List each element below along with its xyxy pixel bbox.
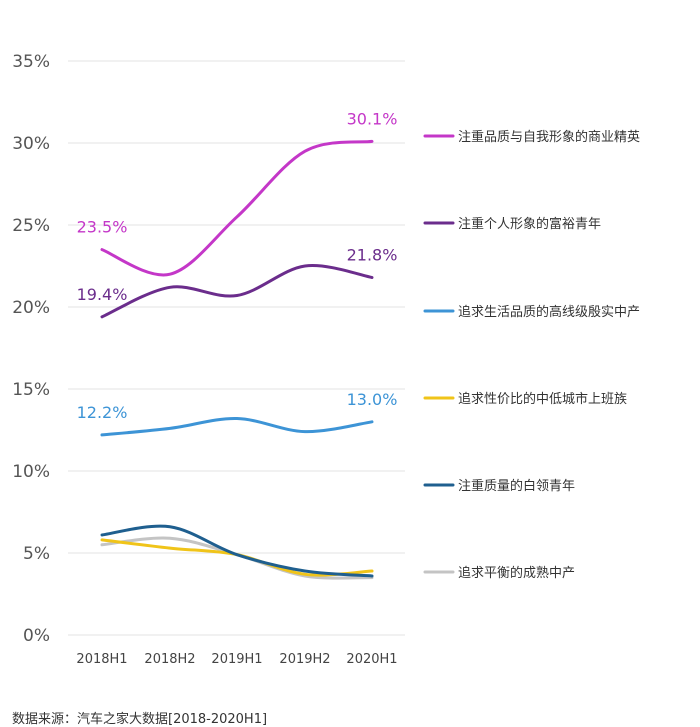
legend-label: 追求性价比的中低城市上班族 — [458, 391, 627, 407]
series-line — [100, 524, 374, 578]
x-tick-label: 2019H2 — [279, 652, 330, 667]
y-tick-label: 25% — [12, 216, 50, 236]
series-line — [100, 538, 374, 577]
y-tick-label: 35% — [12, 52, 50, 72]
x-tick-label: 2020H1 — [346, 652, 397, 667]
data-source-note: 数据来源：汽车之家大数据[2018-2020H1] — [12, 712, 268, 727]
data-label: 12.2% — [77, 403, 128, 422]
series-line — [100, 417, 374, 437]
series-line — [100, 264, 374, 319]
x-axis-ticks: 2018H1 2018H2 2019H1 2019H2 2020H1 — [76, 652, 397, 667]
x-tick-label: 2019H1 — [211, 652, 262, 667]
series-lines — [100, 139, 374, 580]
data-labels: 23.5% 30.1% 19.4% 21.8% 12.2% 13.0% — [77, 109, 398, 422]
grid-lines — [68, 60, 405, 636]
y-tick-label: 20% — [12, 298, 50, 318]
series-line — [100, 139, 374, 277]
data-label: 13.0% — [347, 390, 398, 409]
data-label: 23.5% — [77, 218, 128, 237]
data-label: 30.1% — [347, 109, 398, 128]
data-label: 19.4% — [77, 285, 128, 304]
y-tick-label: 0% — [23, 626, 50, 646]
y-tick-label: 30% — [12, 134, 50, 154]
x-tick-label: 2018H1 — [76, 652, 127, 667]
data-label: 21.8% — [347, 245, 398, 264]
y-axis-ticks: 0% 5% 10% 15% 20% 25% 30% 35% — [12, 52, 50, 646]
x-tick-label: 2018H2 — [144, 652, 195, 667]
legend-label: 注重个人形象的富裕青年 — [458, 216, 601, 232]
legend-label: 注重质量的白领青年 — [458, 478, 575, 494]
y-tick-label: 10% — [12, 462, 50, 482]
legend: 注重品质与自我形象的商业精英注重个人形象的富裕青年追求生活品质的高线级殷实中产追… — [423, 129, 640, 581]
legend-label: 注重品质与自我形象的商业精英 — [458, 129, 640, 145]
legend-label: 追求平衡的成熟中产 — [458, 565, 575, 581]
y-tick-label: 5% — [23, 544, 50, 564]
legend-label: 追求生活品质的高线级殷实中产 — [458, 304, 640, 320]
y-tick-label: 15% — [12, 380, 50, 400]
